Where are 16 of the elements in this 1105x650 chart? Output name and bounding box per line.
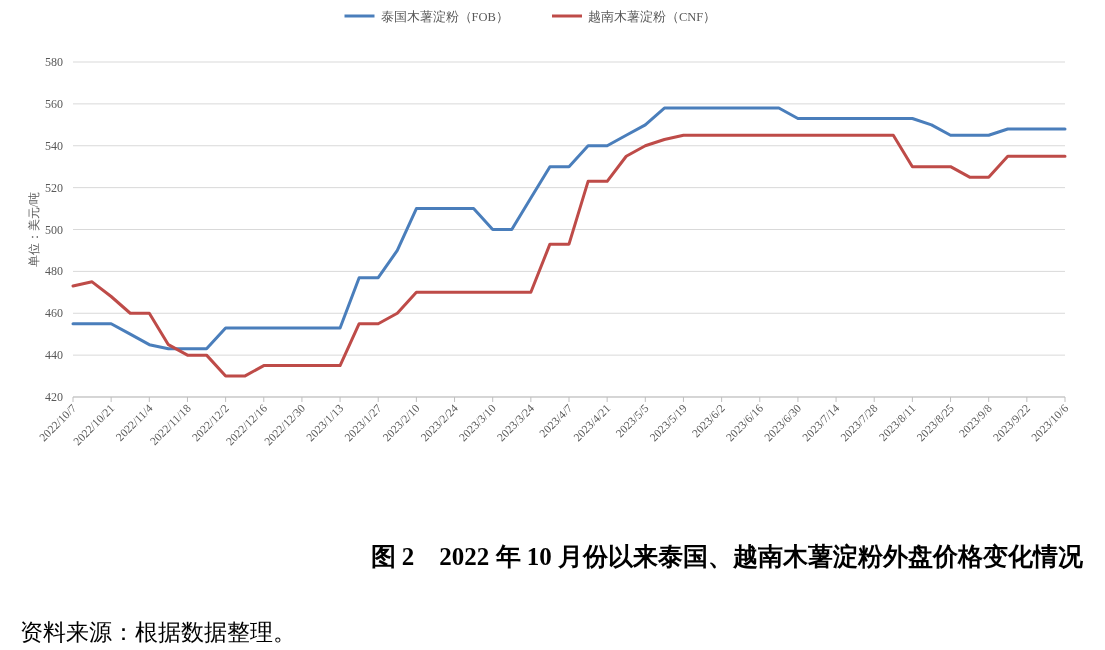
legend-label: 越南木薯淀粉（CNF）	[588, 9, 717, 24]
y-tick-label: 420	[45, 390, 63, 404]
legend-label: 泰国木薯淀粉（FOB）	[380, 9, 509, 24]
y-tick-label: 480	[45, 264, 63, 279]
y-tick-label: 500	[45, 222, 63, 237]
y-tick-label: 540	[45, 138, 63, 153]
y-tick-label: 520	[45, 180, 63, 195]
y-axis-title: 单位：美元/吨	[27, 191, 41, 268]
text: 图 2 2022 年 10 月份以来泰国、越南木薯淀粉外盘价格变化情况	[370, 543, 1084, 570]
y-tick-label: 460	[45, 306, 63, 321]
line-series	[71, 133, 1067, 378]
y-tick-label: 560	[45, 96, 63, 111]
y-tick-label: 580	[45, 55, 63, 69]
line-series	[71, 106, 1067, 351]
text: 资料来源：根据数据整理。	[20, 620, 296, 645]
y-tick-label: 440	[45, 348, 63, 363]
